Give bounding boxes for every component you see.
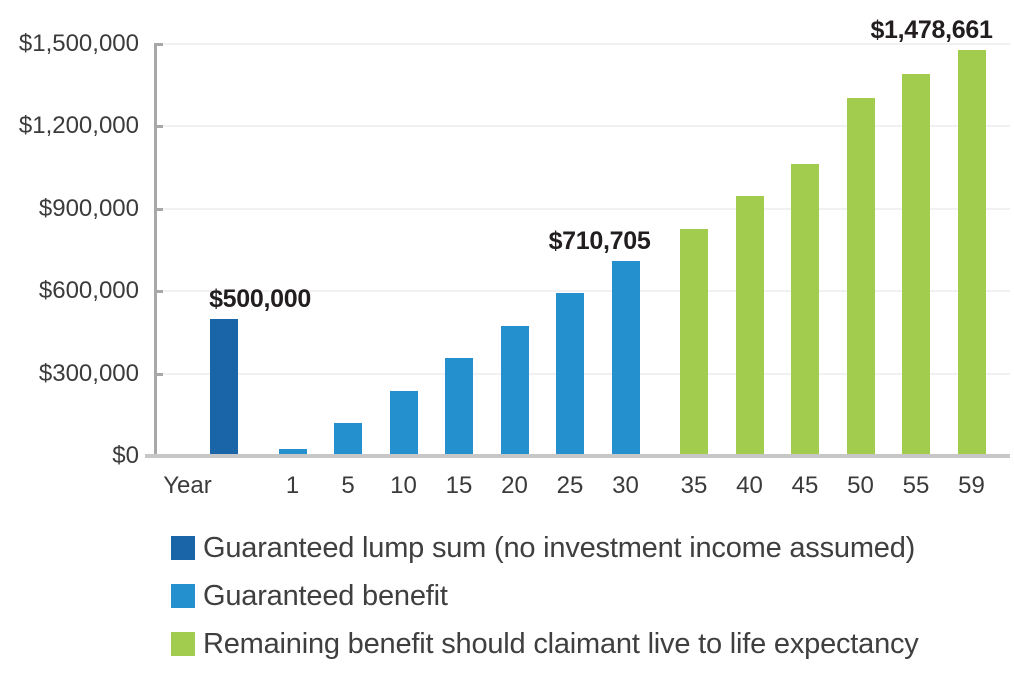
y-axis-tick bbox=[154, 43, 163, 46]
x-axis-label-5: 5 bbox=[341, 472, 355, 499]
legend-item-remaining-benefit: Remaining benefit should claimant live t… bbox=[171, 627, 919, 660]
x-axis-label-35: 35 bbox=[680, 472, 708, 499]
bar-guaranteed-x5 bbox=[334, 423, 362, 454]
bar-remaining-x59 bbox=[957, 49, 986, 454]
legend-swatch-guaranteed-benefit bbox=[171, 584, 195, 608]
bar-guaranteed-x15 bbox=[445, 358, 473, 454]
bar-guaranteed-x30 bbox=[611, 260, 640, 454]
bar-guaranteed-x20 bbox=[500, 325, 529, 454]
y-axis-tick bbox=[154, 290, 163, 294]
bar-remaining-x50 bbox=[846, 97, 875, 454]
y-axis-tick-label: $600,000 bbox=[38, 277, 139, 305]
y-axis-line bbox=[154, 44, 157, 458]
x-axis-label-20: 20 bbox=[501, 472, 528, 499]
x-axis-label-40: 40 bbox=[736, 472, 763, 499]
data-label-30: $710,705 bbox=[548, 226, 651, 255]
x-axis-label-Year: Year bbox=[163, 472, 212, 499]
legend-item-lump-sum: Guaranteed lump sum (no investment incom… bbox=[171, 531, 916, 564]
x-axis-label-30: 30 bbox=[612, 472, 639, 499]
y-axis-tick bbox=[154, 125, 163, 129]
bar-remaining-x55 bbox=[902, 74, 930, 454]
legend-label-remaining-benefit: Remaining benefit should claimant live t… bbox=[203, 627, 919, 660]
bar-guaranteed-x10 bbox=[389, 390, 418, 454]
gridline bbox=[154, 290, 1010, 293]
legend-swatch-lump-sum bbox=[171, 536, 195, 560]
legend-label-guaranteed-benefit: Guaranteed benefit bbox=[203, 579, 448, 612]
x-axis-label-15: 15 bbox=[445, 472, 473, 499]
bar-guaranteed-x25 bbox=[556, 293, 584, 454]
y-axis-tick-label: $0 bbox=[112, 442, 139, 469]
data-label-59: $1,478,661 bbox=[870, 15, 993, 44]
x-axis-label-45: 45 bbox=[791, 472, 819, 499]
x-axis-label-59: 59 bbox=[958, 472, 985, 499]
bar-remaining-x35 bbox=[680, 229, 708, 454]
x-axis-label-55: 55 bbox=[902, 472, 930, 499]
gridline bbox=[154, 125, 1010, 128]
y-axis-tick-label: $1,200,000 bbox=[18, 112, 139, 140]
bar-remaining-x40 bbox=[735, 195, 764, 454]
gridline bbox=[154, 207, 1010, 210]
y-axis-tick bbox=[154, 207, 163, 211]
gridline bbox=[154, 43, 1010, 45]
x-axis-line bbox=[145, 454, 1010, 458]
bar-guaranteed-xYear bbox=[210, 318, 238, 454]
y-axis-tick-label: $300,000 bbox=[38, 359, 139, 387]
y-axis-tick-label: $900,000 bbox=[38, 194, 139, 222]
legend-item-guaranteed-benefit: Guaranteed benefit bbox=[171, 579, 448, 612]
x-axis-label-50: 50 bbox=[847, 472, 874, 499]
legend-label-lump-sum: Guaranteed lump sum (no investment incom… bbox=[203, 531, 916, 564]
x-axis-label-25: 25 bbox=[556, 472, 584, 499]
bar-guaranteed-x1 bbox=[278, 449, 307, 454]
data-label-Year: $500,000 bbox=[209, 284, 311, 313]
x-axis-label-10: 10 bbox=[390, 472, 417, 499]
x-axis-label-1: 1 bbox=[285, 472, 300, 499]
y-axis-tick bbox=[154, 372, 163, 376]
bar-remaining-x45 bbox=[791, 163, 819, 454]
legend-swatch-remaining-benefit bbox=[171, 632, 195, 656]
y-axis-tick-label: $1,500,000 bbox=[18, 30, 139, 57]
